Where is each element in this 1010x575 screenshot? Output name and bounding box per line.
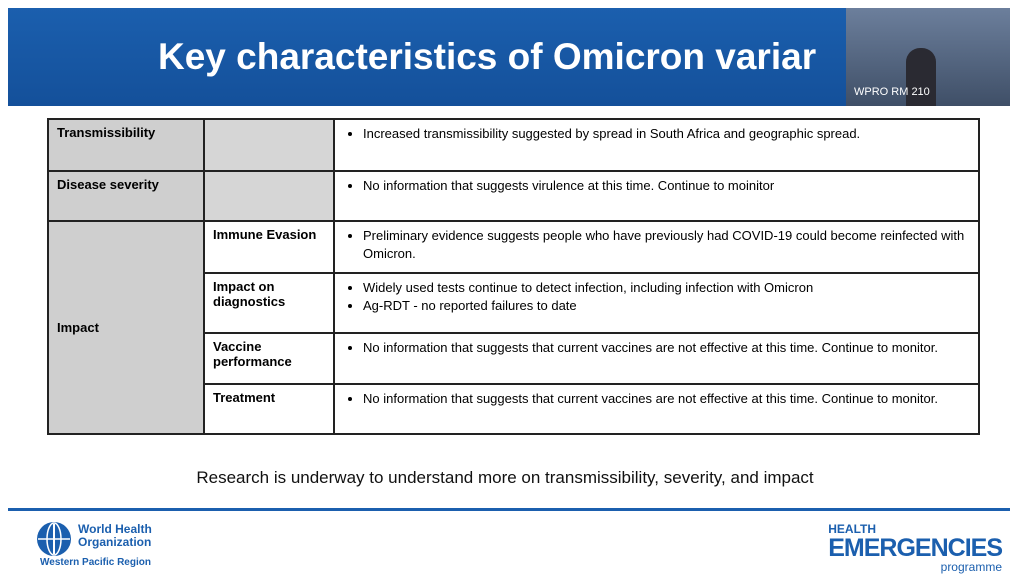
bullet-list: Widely used tests continue to detect inf… xyxy=(343,279,970,315)
video-inset: WPRO RM 210 xyxy=(846,8,1010,106)
who-region: Western Pacific Region xyxy=(40,557,151,568)
programme-line: EMERGENCIES xyxy=(828,534,1003,562)
footnote: Research is underway to understand more … xyxy=(196,468,814,487)
empty-cell xyxy=(203,170,335,222)
who-emblem xyxy=(37,522,71,556)
bullet: Preliminary evidence suggests people who… xyxy=(363,227,970,263)
description-cell: Widely used tests continue to detect inf… xyxy=(333,272,980,334)
description-cell: No information that suggests that curren… xyxy=(333,383,980,435)
who-line: World Health xyxy=(78,522,152,536)
table-row: Treatment No information that suggests th… xyxy=(48,383,980,435)
programme-line: programme xyxy=(940,560,1002,574)
bullet-list: No information that suggests virulence a… xyxy=(343,177,970,195)
bullet-list: Increased transmissibility suggested by … xyxy=(343,125,970,143)
speaker xyxy=(906,48,936,106)
subcategory-cell: Vaccine performance xyxy=(203,332,335,385)
subcategory-cell: Treatment xyxy=(203,383,335,435)
bullet-list: Preliminary evidence suggests people who… xyxy=(343,227,970,263)
description-cell: No information that suggests virulence a… xyxy=(333,170,980,222)
bullet: Widely used tests continue to detect inf… xyxy=(363,279,970,297)
description-cell: Preliminary evidence suggests people who… xyxy=(333,220,980,274)
bullet: No information that suggests virulence a… xyxy=(363,177,970,195)
characteristics-table: Transmissibility Increased transmissibili… xyxy=(47,118,980,435)
video-label: WPRO RM 210 xyxy=(854,86,930,98)
bullet: Increased transmissibility suggested by … xyxy=(363,125,970,143)
subcategory-cell: Immune Evasion xyxy=(203,220,335,274)
slide-title: Key characteristics of Omicron variar xyxy=(158,36,817,77)
header-band: Key characteristics of Omicron variar WP… xyxy=(8,8,1010,106)
bullet-list: No information that suggests that curren… xyxy=(343,390,970,408)
category-cell: Disease severity xyxy=(47,170,205,222)
programme-line: HEALTH xyxy=(828,522,877,536)
divider xyxy=(8,508,1010,511)
who-name: World Health Organization xyxy=(78,523,152,549)
table-row: Impact on diagnostics Widely used tests c… xyxy=(48,272,980,334)
category-cell: Transmissibility xyxy=(47,118,205,172)
table-row: Transmissibility Increased transmissibili… xyxy=(47,118,980,172)
table-row: Vaccine performance No information that s… xyxy=(48,332,980,385)
empty-cell xyxy=(203,118,335,172)
description-cell: Increased transmissibility suggested by … xyxy=(333,118,980,172)
programme-logo: HEALTH EMERGENCIES programme xyxy=(828,522,1003,574)
category-cell: Impact xyxy=(47,220,205,435)
subcategory-cell: Impact on diagnostics xyxy=(203,272,335,334)
bullet: Ag-RDT - no reported failures to date xyxy=(363,297,970,315)
bullet: No information that suggests that curren… xyxy=(363,390,970,408)
who-line: Organization xyxy=(78,535,152,549)
description-cell: No information that suggests that curren… xyxy=(333,332,980,385)
bullet: No information that suggests that curren… xyxy=(363,339,970,357)
table-row: Disease severity No information that sugg… xyxy=(47,170,980,222)
bullet-list: No information that suggests that curren… xyxy=(343,339,970,357)
